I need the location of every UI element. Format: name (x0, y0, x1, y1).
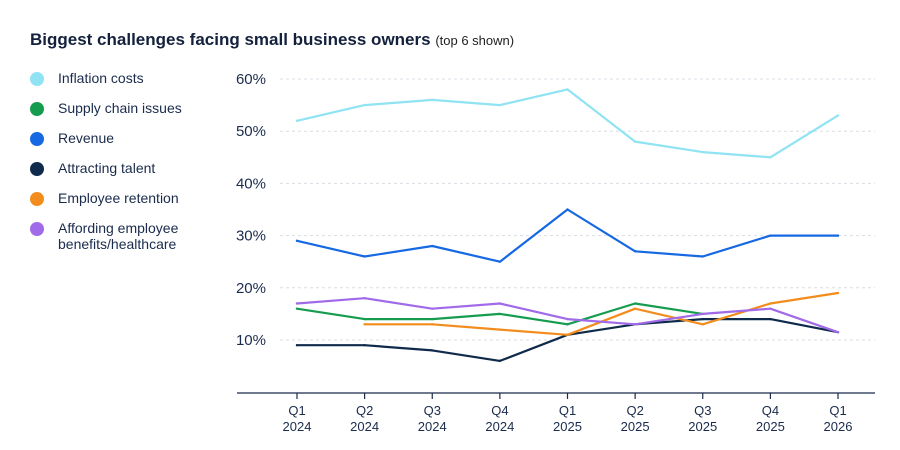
data-point-attracting-talent (701, 317, 704, 321)
x-tick-label-year: 2025 (688, 419, 717, 434)
data-point-supply-chain-issues (498, 312, 502, 316)
data-point-affording-employee-benefits-healthcare (769, 307, 772, 310)
x-tick-label-quarter: Q4 (491, 403, 508, 418)
data-point-attracting-talent (498, 359, 502, 363)
data-point-revenue (836, 234, 840, 237)
legend-label: Affording employee benefits/healthcare (58, 220, 179, 252)
data-point-attracting-talent (431, 349, 434, 352)
data-point-affording-employee-benefits-healthcare (701, 312, 704, 316)
legend-label: Inflation costs (58, 70, 144, 86)
y-tick-label: 10% (236, 332, 266, 349)
y-tick-label: 40% (236, 175, 266, 192)
data-point-inflation-costs (701, 150, 704, 154)
data-point-revenue (498, 260, 502, 263)
x-tick-label-year: 2025 (756, 419, 785, 434)
legend-item-employee-retention[interactable]: Employee retention (30, 190, 215, 206)
legend-swatch (30, 102, 44, 116)
legend-item-inflation[interactable]: Inflation costs (30, 70, 215, 86)
data-point-revenue (431, 244, 434, 248)
x-tick-label-year: 2026 (824, 419, 853, 434)
data-point-affording-employee-benefits-healthcare (431, 307, 434, 310)
data-point-inflation-costs (836, 114, 840, 117)
chart-title-main: Biggest challenges facing small business… (30, 30, 431, 49)
x-tick-label-quarter: Q1 (829, 403, 846, 418)
legend-label: Attracting talent (58, 160, 156, 176)
chart-title: Biggest challenges facing small business… (30, 30, 514, 50)
series-line-inflation-costs (295, 88, 840, 159)
x-tick-label-year: 2025 (621, 419, 650, 434)
y-tick-label: 50% (236, 123, 266, 140)
y-tick-label: 60% (236, 71, 266, 88)
x-tick-label-year: 2025 (553, 419, 582, 434)
data-point-inflation-costs (633, 140, 637, 143)
data-point-revenue (363, 255, 366, 258)
data-point-supply-chain-issues (363, 317, 366, 321)
data-point-supply-chain-issues (566, 323, 569, 326)
data-point-employee-retention (498, 328, 502, 331)
data-point-inflation-costs (431, 98, 434, 102)
legend-label: Employee retention (58, 190, 179, 206)
data-point-inflation-costs (769, 156, 772, 159)
x-tick-label-quarter: Q1 (559, 403, 576, 418)
data-point-affording-employee-benefits-healthcare (566, 317, 569, 321)
legend: Inflation costs Supply chain issues Reve… (30, 70, 215, 266)
x-tick-label-quarter: Q2 (626, 403, 643, 418)
data-point-affording-employee-benefits-healthcare (498, 302, 502, 305)
legend-item-supply-chain[interactable]: Supply chain issues (30, 100, 215, 116)
x-tick-label-year: 2024 (283, 419, 312, 434)
x-tick-label-year: 2024 (418, 419, 447, 434)
x-tick-label-quarter: Q4 (762, 403, 779, 418)
data-point-supply-chain-issues (431, 317, 434, 321)
legend-swatch (30, 222, 44, 236)
x-tick-label-quarter: Q2 (356, 403, 373, 418)
data-point-employee-retention (836, 291, 840, 295)
data-point-inflation-costs (363, 103, 366, 107)
y-tick-label: 30% (236, 228, 266, 245)
data-point-affording-employee-benefits-healthcare (363, 297, 366, 300)
data-point-revenue (701, 255, 704, 258)
legend-swatch (30, 192, 44, 206)
x-tick-label-quarter: Q1 (288, 403, 305, 418)
data-point-supply-chain-issues (633, 302, 637, 305)
data-point-affording-employee-benefits-healthcare (633, 323, 637, 326)
x-tick-label-quarter: Q3 (694, 403, 711, 418)
x-tick-label-year: 2024 (485, 419, 514, 434)
data-point-employee-retention (633, 307, 637, 310)
data-point-attracting-talent (769, 317, 772, 321)
legend-label: Revenue (58, 130, 115, 146)
legend-swatch (30, 132, 44, 146)
legend-item-attracting-talent[interactable]: Attracting talent (30, 160, 215, 176)
legend-item-benefits[interactable]: Affording employee benefits/healthcare (30, 220, 215, 252)
data-point-employee-retention (566, 333, 569, 336)
data-point-affording-employee-benefits-healthcare (836, 330, 840, 334)
data-point-employee-retention (431, 323, 434, 326)
x-tick-label-quarter: Q3 (424, 403, 441, 418)
data-point-employee-retention (701, 323, 704, 326)
legend-item-revenue[interactable]: Revenue (30, 130, 215, 146)
y-tick-label: 20% (236, 280, 266, 297)
data-point-inflation-costs (295, 119, 299, 122)
data-point-inflation-costs (498, 103, 502, 107)
data-point-inflation-costs (566, 88, 569, 91)
data-point-revenue (566, 208, 569, 211)
data-point-revenue (633, 250, 637, 253)
data-point-supply-chain-issues (295, 307, 299, 310)
data-point-attracting-talent (363, 344, 366, 347)
legend-swatch (30, 162, 44, 176)
data-point-affording-employee-benefits-healthcare (295, 302, 299, 305)
series-line-affording-employee-benefits-healthcare (295, 297, 840, 334)
data-point-revenue (295, 239, 299, 243)
data-point-attracting-talent (295, 344, 299, 347)
data-point-employee-retention (769, 302, 772, 305)
data-point-revenue (769, 234, 772, 237)
chart-title-sub: (top 6 shown) (435, 33, 515, 48)
legend-swatch (30, 72, 44, 86)
x-tick-label-year: 2024 (350, 419, 379, 434)
data-point-employee-retention (363, 323, 366, 326)
legend-label: Supply chain issues (58, 100, 182, 116)
